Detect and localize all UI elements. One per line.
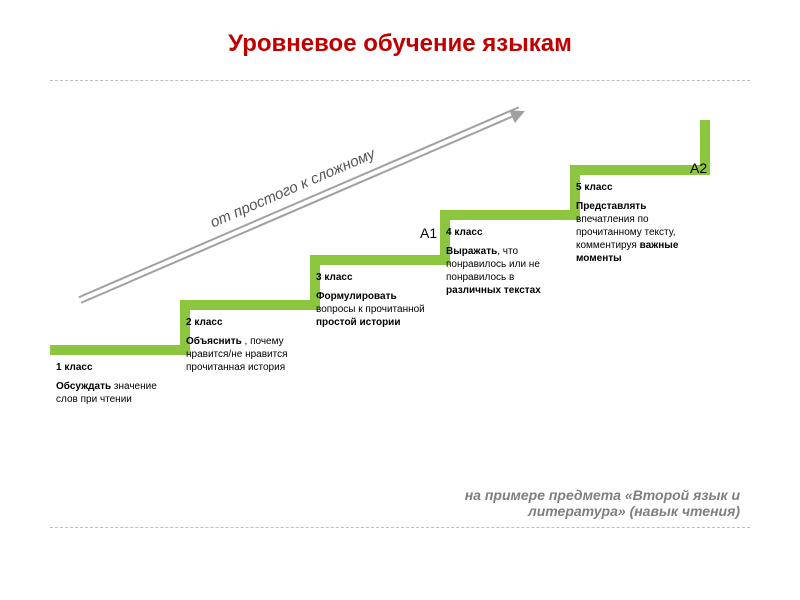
step-content: 4 класс Выражать, что понравилось или не …: [446, 226, 564, 297]
subtitle-line1: на примере предмета «Второй язык и: [465, 487, 740, 503]
step-grade: 1 класс: [56, 361, 174, 374]
step-content: 3 класс Формулировать вопросы к прочитанн…: [316, 271, 434, 329]
step-bar-horizontal: [440, 210, 580, 220]
step-grade: 5 класс: [576, 181, 694, 194]
step-desc: Представлять впечатления по прочитанному…: [576, 201, 678, 264]
subtitle: на примере предмета «Второй язык илитера…: [0, 487, 800, 519]
step-bar-horizontal: [310, 255, 450, 265]
step-content: 2 класс Объяснить , почему нравится/не нр…: [186, 316, 304, 374]
step-desc: Выражать, что понравилось или не понрави…: [446, 246, 541, 296]
step-desc: Обсуждать значение слов при чтении: [56, 381, 157, 405]
step-grade: 4 класс: [446, 226, 564, 239]
step-content: 5 класс Представлять впечатления по прочи…: [576, 181, 694, 265]
level-label: А2: [690, 160, 707, 176]
step-bar-horizontal: [570, 165, 710, 175]
step-bar-horizontal: [180, 300, 320, 310]
step-desc: Объяснить , почему нравится/не нравится …: [186, 336, 288, 373]
arrow-label: от простого к сложному: [208, 145, 378, 231]
step-content: 1 класс Обсуждать значение слов при чтени…: [56, 361, 174, 406]
divider-bottom: [50, 527, 750, 528]
step-desc: Формулировать вопросы к прочитанной прос…: [316, 291, 425, 328]
step-grade: 2 класс: [186, 316, 304, 329]
subtitle-line2: литература» (навык чтения): [528, 503, 740, 519]
level-label: А1: [420, 225, 437, 241]
step-grade: 3 класс: [316, 271, 434, 284]
step-bar-horizontal: [50, 345, 190, 355]
